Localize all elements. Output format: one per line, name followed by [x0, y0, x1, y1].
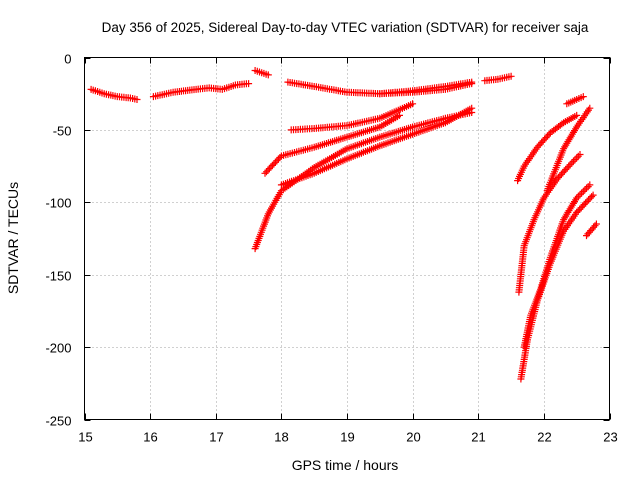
- data-point: [568, 159, 576, 167]
- data-point: [579, 93, 587, 101]
- series-arc-12: [563, 93, 587, 108]
- series-arc-17: [583, 220, 600, 240]
- data-point: [276, 154, 284, 161]
- data-point: [579, 187, 587, 195]
- data-point: [571, 156, 579, 164]
- series-arc-3: [251, 67, 272, 79]
- data-point: [591, 222, 599, 230]
- data-point: [578, 189, 586, 197]
- data-point: [271, 158, 279, 166]
- data-point: [583, 184, 590, 192]
- data-point: [268, 161, 276, 169]
- data-point: [576, 205, 584, 213]
- x-tick-label: 23: [603, 430, 617, 445]
- data-point: [562, 166, 570, 173]
- data-point: [574, 207, 582, 215]
- data-point: [574, 192, 582, 200]
- series-arc-2: [149, 80, 253, 101]
- x-tick-label: 20: [406, 430, 420, 445]
- data-point: [582, 199, 590, 207]
- data-point: [539, 137, 547, 145]
- x-tick-labels: 15 16 17 18 19 20 21 22 23: [78, 430, 617, 445]
- y-tick-label: -200: [45, 341, 71, 356]
- data-point: [573, 111, 581, 119]
- y-tick-label: -50: [53, 124, 72, 139]
- x-axis-label: GPS time / hours: [292, 457, 399, 473]
- series-arc-8: [261, 111, 403, 177]
- data-point: [576, 151, 584, 158]
- data-points: [87, 67, 600, 383]
- data-point: [592, 220, 600, 228]
- x-tick-label: 16: [143, 430, 157, 445]
- data-point: [588, 193, 596, 201]
- series-arc-10: [277, 104, 476, 189]
- x-tick-label: 22: [537, 430, 551, 445]
- x-tick-label: 19: [340, 430, 354, 445]
- y-tick-label: -250: [45, 414, 71, 429]
- y-tick-labels: 0 -50 -100 -150 -200 -250: [45, 52, 71, 429]
- data-point: [583, 197, 591, 205]
- data-point: [586, 194, 594, 202]
- series-arc-15: [520, 181, 594, 351]
- data-point: [585, 196, 593, 204]
- data-point: [584, 183, 592, 191]
- data-point: [581, 186, 589, 194]
- x-tick-label: 21: [471, 430, 485, 445]
- data-point: [273, 157, 281, 165]
- data-point: [245, 80, 253, 88]
- x-tick-label: 18: [274, 430, 288, 445]
- data-point: [265, 165, 273, 173]
- series-arc-11: [514, 111, 581, 185]
- data-point: [468, 78, 476, 86]
- data-point: [576, 191, 584, 199]
- series-arc-16: [543, 104, 594, 195]
- data-point: [270, 160, 278, 168]
- data-point: [589, 191, 597, 199]
- data-point: [565, 162, 573, 170]
- data-point: [573, 194, 581, 202]
- y-tick-label: -150: [45, 269, 71, 284]
- series-arc-7: [287, 100, 417, 134]
- y-tick-label: 0: [64, 52, 71, 67]
- data-point: [574, 152, 582, 160]
- data-point: [396, 111, 403, 119]
- axis-ticks: [84, 57, 611, 421]
- data-point: [573, 154, 581, 162]
- data-point: [586, 104, 594, 112]
- data-point: [264, 71, 272, 79]
- data-point: [569, 157, 577, 165]
- chart-title: Day 356 of 2025, Sidereal Day-to-day VTE…: [102, 20, 589, 35]
- data-point: [586, 181, 594, 189]
- x-tick-label: 17: [209, 430, 223, 445]
- x-tick-label: 15: [78, 430, 92, 445]
- data-point: [580, 201, 588, 208]
- data-point: [409, 100, 417, 108]
- y-tick-label: -100: [45, 196, 71, 211]
- series-arc-6: [481, 72, 515, 85]
- series-arc-1: [87, 85, 141, 103]
- data-point: [566, 161, 574, 169]
- series-arc-5: [376, 78, 476, 98]
- data-point: [573, 208, 581, 216]
- data-point: [468, 104, 476, 112]
- data-point: [133, 96, 141, 103]
- data-point: [261, 169, 269, 177]
- series-arc-14: [517, 191, 597, 383]
- y-axis-label: SDTVAR / TECUs: [5, 182, 21, 294]
- grid: [84, 57, 610, 420]
- data-point: [274, 155, 282, 163]
- data-point: [267, 163, 275, 171]
- data-point: [507, 72, 515, 80]
